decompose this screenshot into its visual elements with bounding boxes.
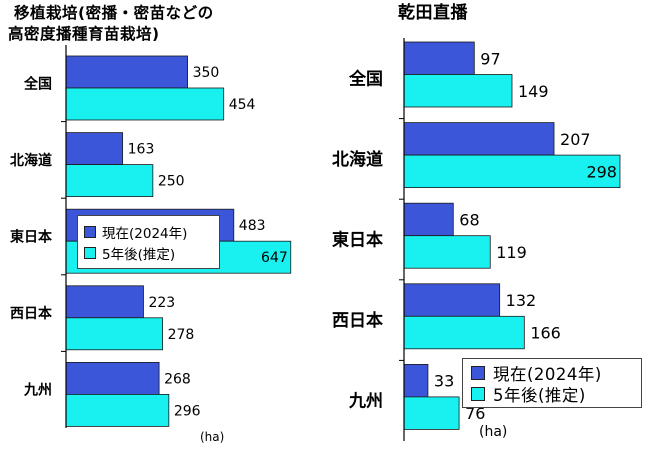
value-label-higashi-nihon-future: 647	[261, 250, 288, 266]
value-label-hokkaido-future: 298	[586, 162, 617, 181]
value-label-higashi-nihon-current: 483	[239, 218, 266, 234]
bar-zenkoku-current	[403, 41, 475, 75]
value-label-zenkoku-current: 97	[480, 49, 500, 68]
left-chart-unit-label: (ha)	[200, 430, 225, 444]
right-chart-legend: 現在(2024年) 5年後(推定)	[462, 358, 642, 408]
legend-label-future: 5年後(推定)	[102, 246, 176, 263]
category-label-hokkaido: 北海道	[10, 152, 52, 169]
category-label-kyushu: 九州	[348, 392, 383, 412]
category-label-kyushu: 九州	[23, 383, 52, 399]
legend-label-current: 現在(2024年)	[493, 364, 602, 384]
bar-nishi-nihon-future	[65, 317, 163, 351]
category-label-nishi-nihon: 西日本	[10, 305, 53, 322]
right-chart-unit-label: (ha)	[479, 424, 508, 440]
value-label-zenkoku-current: 350	[193, 65, 220, 81]
bar-nishi-nihon-future	[403, 315, 525, 350]
left-chart-subtitle: 高密度播種育苗栽培)	[8, 25, 160, 43]
category-label-hokkaido: 北海道	[332, 149, 383, 170]
legend-swatch-current	[471, 365, 485, 380]
legend-label-future: 5年後(推定)	[493, 385, 586, 405]
value-label-higashi-nihon-current: 68	[459, 210, 479, 229]
value-label-nishi-nihon-current: 223	[148, 295, 175, 311]
legend-swatch-future	[84, 246, 96, 259]
legend-swatch-current	[84, 225, 96, 238]
category-label-zenkoku: 全国	[348, 68, 383, 89]
legend-label-current: 現在(2024年)	[102, 225, 188, 242]
bar-nishi-nihon-current	[65, 285, 144, 319]
bar-kyushu-future	[403, 396, 460, 430]
left-chart-title: 移植栽培(密播・密苗などの	[14, 4, 214, 22]
legend-swatch-future	[471, 386, 485, 401]
bar-kyushu-future	[65, 393, 170, 427]
legend-item-future: 5年後(推定)	[84, 242, 213, 263]
value-label-hokkaido-current: 207	[560, 130, 591, 149]
bar-kyushu-current	[65, 361, 160, 395]
legend-item-future: 5年後(推定)	[471, 383, 633, 405]
bar-higashi-nihon-current	[403, 202, 454, 237]
legend-item-current: 現在(2024年)	[471, 362, 633, 384]
value-label-kyushu-current: 33	[434, 372, 454, 391]
bar-hokkaido-current	[65, 132, 124, 166]
bar-hokkaido-future	[403, 154, 621, 189]
category-label-higashi-nihon: 東日本	[10, 229, 53, 246]
bar-hokkaido-current	[403, 122, 555, 156]
bar-zenkoku-future	[403, 74, 513, 108]
category-label-zenkoku: 全国	[23, 75, 52, 92]
value-label-zenkoku-future: 149	[518, 82, 549, 101]
bar-nishi-nihon-current	[403, 283, 501, 317]
left-chart-legend: 現在(2024年) 5年後(推定)	[77, 215, 220, 269]
value-label-kyushu-current: 268	[164, 371, 191, 387]
value-label-hokkaido-future: 250	[158, 174, 185, 190]
bar-hokkaido-future	[65, 164, 154, 198]
value-label-kyushu-future: 76	[465, 404, 485, 423]
bar-kyushu-current	[403, 363, 429, 398]
value-label-zenkoku-future: 454	[229, 97, 256, 113]
bar-higashi-nihon-future	[403, 235, 491, 269]
value-label-nishi-nihon-future: 278	[168, 327, 195, 343]
legend-item-current: 現在(2024年)	[84, 221, 213, 242]
category-label-nishi-nihon: 西日本	[332, 310, 383, 331]
value-label-kyushu-future: 296	[174, 403, 201, 419]
value-label-hokkaido-current: 163	[128, 142, 155, 158]
value-label-higashi-nihon-future: 119	[496, 243, 527, 262]
bar-zenkoku-future	[65, 87, 225, 121]
right-chart-title: 乾田直播	[398, 3, 468, 23]
category-label-higashi-nihon: 東日本	[332, 230, 383, 251]
value-label-nishi-nihon-future: 166	[530, 324, 561, 343]
value-label-nishi-nihon-current: 132	[506, 291, 537, 310]
